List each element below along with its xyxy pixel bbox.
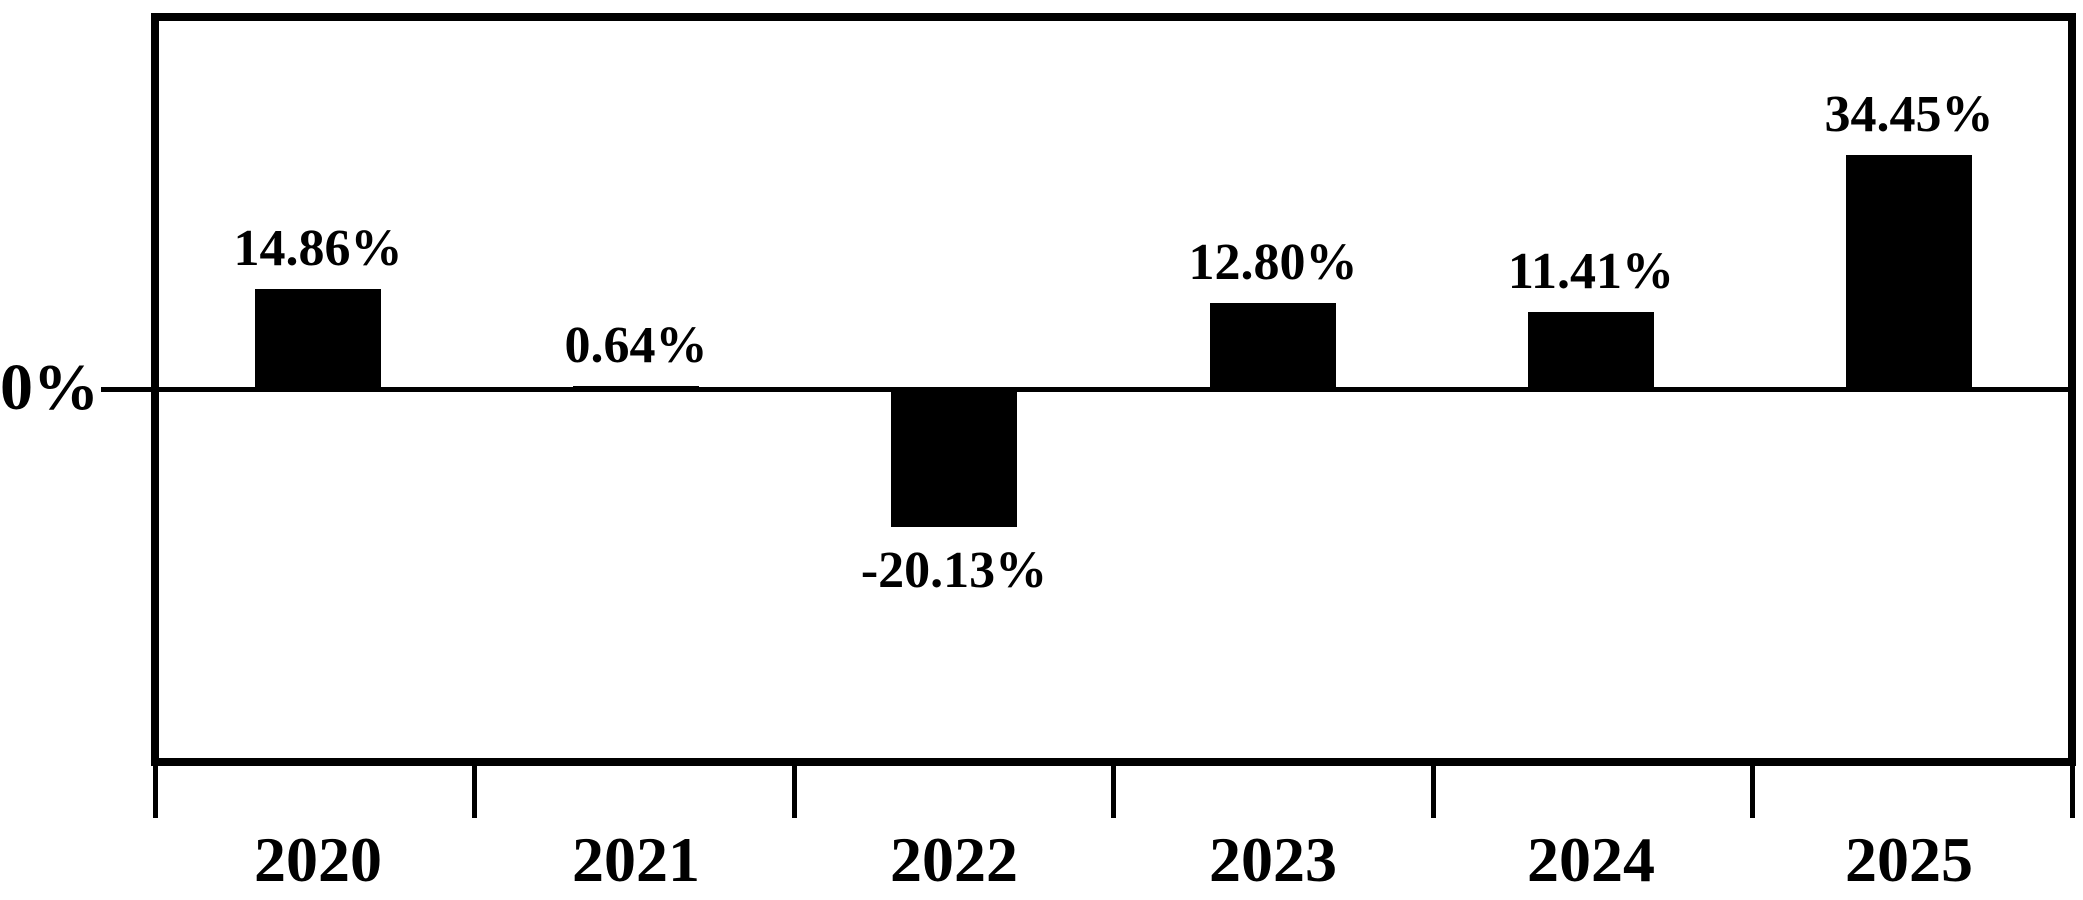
bar-2023 (1210, 303, 1336, 390)
x-axis-label-2025: 2025 (1845, 824, 1973, 895)
x-axis-label-2023: 2023 (1209, 824, 1337, 895)
x-axis-tick (1431, 766, 1436, 818)
bar-2021 (573, 386, 699, 390)
bar-2024 (1528, 312, 1654, 390)
value-label-2020: 14.86% (233, 220, 403, 277)
x-axis-tick (1750, 766, 1755, 818)
value-label-2025: 34.45% (1824, 86, 1994, 143)
value-label-2022: -20.13% (860, 542, 1048, 599)
y-axis-zero-label: 0% (0, 351, 99, 424)
bar-2022 (891, 390, 1017, 527)
plot-area: 14.86% 0.64% -20.13% 12.80% 11.41% 34.45% (151, 13, 2076, 766)
x-axis-label-2020: 2020 (254, 824, 382, 895)
x-axis-tick (792, 766, 797, 818)
x-axis-label-2024: 2024 (1527, 824, 1655, 895)
x-axis-tick (472, 766, 477, 818)
x-axis-tick (1111, 766, 1116, 818)
zero-baseline (159, 387, 2068, 392)
x-axis-tick (153, 766, 158, 818)
bar-2020 (255, 289, 381, 390)
y-axis-tick (101, 387, 157, 392)
x-axis-label-2021: 2021 (572, 824, 700, 895)
x-axis-tick (2070, 766, 2075, 818)
x-axis-label-2022: 2022 (890, 824, 1018, 895)
value-label-2021: 0.64% (564, 317, 708, 374)
value-label-2023: 12.80% (1188, 234, 1358, 291)
bar-2025 (1846, 155, 1972, 390)
value-label-2024: 11.41% (1507, 243, 1675, 300)
